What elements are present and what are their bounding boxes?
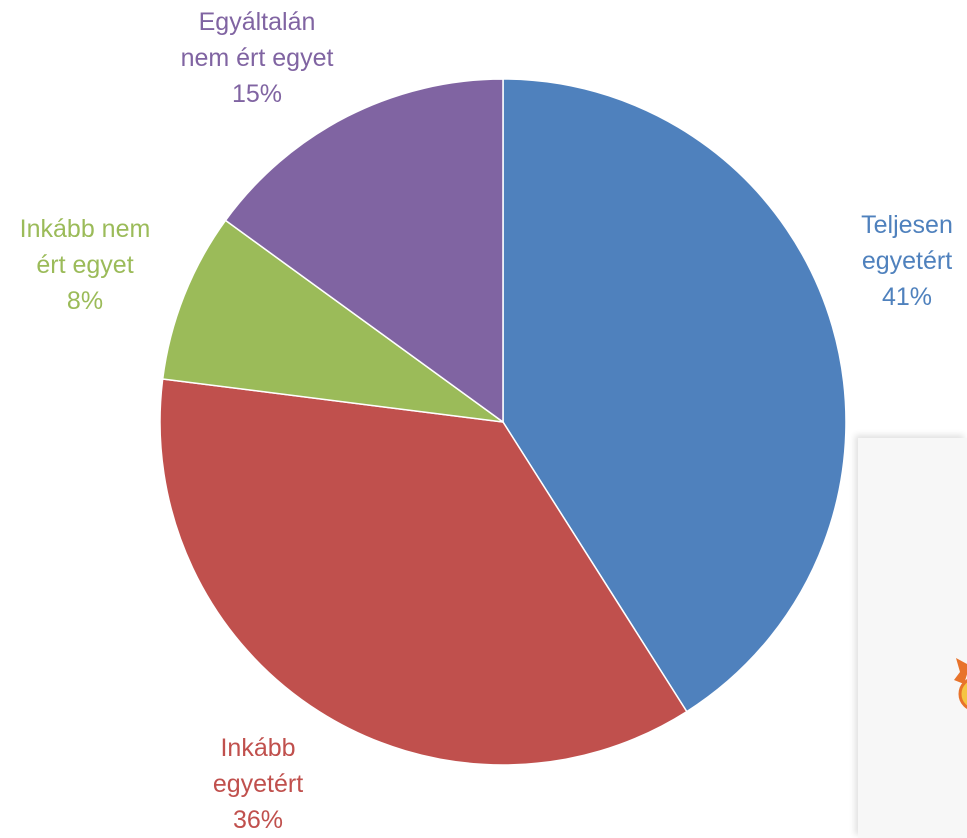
slice-data-label: Teljesen egyetért 41% [861,211,953,311]
slice-data-label: Inkább nem ért egyet 8% [20,215,151,315]
sun-ray [954,658,967,684]
slice-value-label: 8% [67,287,103,315]
slice-data-label: Egyáltalán nem ért egyet 15% [181,8,334,108]
slice-category-label: egyetért [862,247,952,275]
slice-category-label: egyetért [213,770,303,798]
slice-value-label: 15% [232,80,282,108]
slice-category-label: Egyáltalán [199,8,316,36]
sun-face [958,678,967,710]
slice-category-label: ért egyet [36,251,133,279]
slice-category-label: Inkább nem [20,215,151,243]
slice-category-label: Teljesen [861,211,953,239]
slice-data-label: Inkább egyetért 36% [213,734,303,834]
slice-category-label: nem ért egyet [181,44,334,72]
pie-slice [502,78,847,713]
pie-slice [159,378,688,766]
pie-slice [224,78,504,424]
corner-image-panel [858,438,967,838]
pie-slice [161,219,504,423]
slice-category-label: Inkább [220,734,295,762]
slice-value-label: 41% [882,283,932,311]
cartoon-sun-figure-icon [954,658,967,710]
slice-value-label: 36% [233,806,283,834]
